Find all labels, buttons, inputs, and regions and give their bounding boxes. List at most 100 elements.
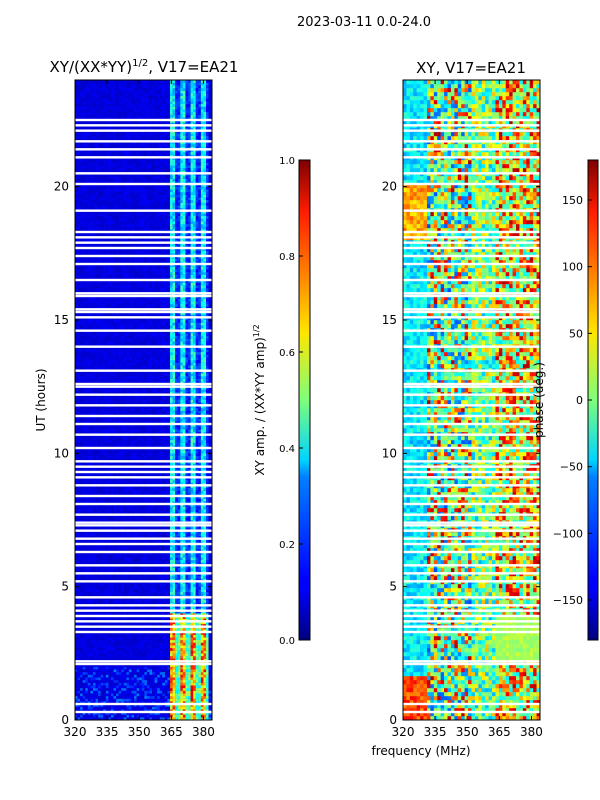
amp-cell <box>82 501 86 505</box>
amp-cell <box>85 133 88 137</box>
amp-cell <box>98 453 101 457</box>
amp-cell <box>118 168 122 171</box>
amp-cell <box>87 632 91 635</box>
amp-cell <box>100 578 104 582</box>
amp-cell <box>75 368 78 371</box>
amp-cell <box>116 80 119 83</box>
amp-cell <box>103 189 106 193</box>
amp-cell <box>123 504 127 507</box>
amp-cell <box>82 152 86 155</box>
amp-cell <box>100 189 104 193</box>
amp-cell <box>95 277 99 281</box>
amp-cell <box>80 381 83 385</box>
amp-cell <box>100 442 104 446</box>
amp-cell <box>113 552 117 555</box>
amp-cell <box>123 272 127 275</box>
amp-cell <box>116 696 119 699</box>
amp-cell <box>80 138 83 142</box>
amp-cell <box>121 437 124 441</box>
amp-cell <box>98 370 101 374</box>
amp-cell <box>87 344 91 347</box>
amp-cell <box>113 658 117 662</box>
amp-cell <box>75 677 78 681</box>
amp-cell <box>77 528 81 531</box>
amp-cell <box>90 584 94 587</box>
amp-cell <box>90 256 94 259</box>
amp-cell <box>75 117 78 121</box>
amp-cell <box>121 485 124 489</box>
amp-cell <box>118 642 122 646</box>
amp-cell <box>103 525 106 529</box>
amp-cell <box>116 485 119 489</box>
amp-cell <box>98 445 101 449</box>
amp-cell <box>87 618 91 622</box>
amp-cell <box>108 248 112 251</box>
amp-cell <box>105 437 109 441</box>
amp-cell <box>121 146 124 150</box>
amp-cell <box>87 434 91 438</box>
amp-cell <box>75 560 78 563</box>
amp-cell <box>110 440 114 443</box>
amp-cell <box>92 613 96 617</box>
amp-cell <box>98 586 101 590</box>
amp-cell <box>113 221 117 225</box>
amp-cell <box>113 349 117 353</box>
amp-cell <box>77 477 81 481</box>
amp-cell <box>85 469 88 473</box>
amp-cell <box>98 152 101 155</box>
amp-cell <box>103 125 106 129</box>
amp-cell <box>85 712 88 715</box>
amp-cell <box>105 408 109 411</box>
amp-cell <box>108 578 112 582</box>
amp-cell <box>82 136 86 139</box>
amp-cell <box>116 173 119 177</box>
amp-cell <box>90 365 94 369</box>
amp-cell <box>113 544 117 547</box>
amp-cell <box>108 157 112 161</box>
amp-cell <box>108 637 112 641</box>
amp-cell <box>90 133 94 137</box>
amp-cell <box>92 498 96 502</box>
amp-cell <box>77 144 81 147</box>
amp-cell <box>116 496 119 499</box>
amp-cell <box>75 594 78 598</box>
amp-cell <box>118 610 122 614</box>
amp-cell <box>82 557 86 561</box>
amp-cell <box>95 98 99 102</box>
amp-cell <box>123 128 127 131</box>
amp-cell <box>110 88 114 91</box>
amp-cell <box>92 234 96 238</box>
amp-cell <box>110 98 114 102</box>
amp-cell <box>116 712 119 715</box>
amp-cell <box>108 202 112 206</box>
amp-cell <box>103 416 106 419</box>
amp-cell <box>121 616 124 619</box>
amp-cell <box>116 562 119 566</box>
amp-cell <box>80 514 83 518</box>
amp-cell <box>85 426 88 430</box>
amp-cell <box>95 669 99 673</box>
amp-cell <box>100 400 104 403</box>
amp-cell <box>82 392 86 395</box>
amp-cell <box>121 648 124 651</box>
amp-cell <box>110 565 114 569</box>
amp-cell <box>77 472 81 475</box>
amp-cell <box>105 152 109 155</box>
amp-cell <box>110 168 114 171</box>
amp-cell <box>100 584 104 587</box>
amp-cell <box>103 437 106 441</box>
amp-cell <box>80 541 83 545</box>
amp-cell <box>100 688 104 691</box>
amp-cell <box>82 541 86 545</box>
amp-cell <box>90 338 94 342</box>
amp-cell <box>80 133 83 137</box>
amp-cell <box>100 674 104 678</box>
amp-cell <box>126 552 130 555</box>
amp-cell <box>85 709 88 713</box>
amp-cell <box>82 528 86 531</box>
amp-cell <box>121 106 124 110</box>
amp-cell <box>100 128 104 131</box>
amp-cell <box>113 386 117 390</box>
amp-cell <box>116 456 119 459</box>
amp-cell <box>116 552 119 555</box>
